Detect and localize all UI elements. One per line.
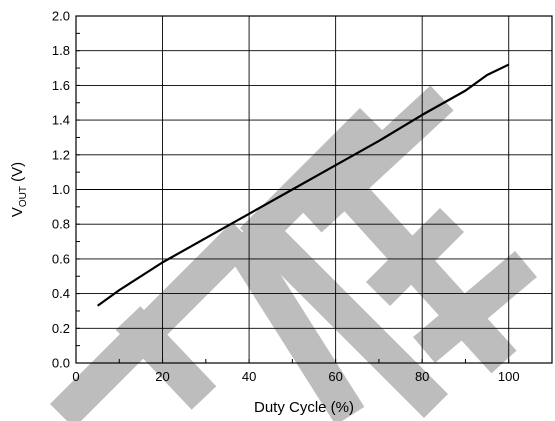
- y-tick-label-5: 1.0: [52, 182, 70, 197]
- plot-frame: [75, 15, 553, 364]
- y-tick-labels: 0.0 0.2 0.4 0.6 0.8 1.0 1.2 1.4 1.6 1.8 2.0: [52, 9, 70, 371]
- y-tick-label-9: 1.8: [52, 43, 70, 58]
- y-axis-label-sub: OUT: [18, 186, 29, 207]
- watermark-stroke-3: [239, 107, 385, 253]
- y-tick-label-10: 2.0: [52, 9, 70, 24]
- y-axis-label-suffix: (V): [9, 162, 26, 186]
- x-tick-label-3: 60: [328, 369, 342, 384]
- x-tick-label-5: 100: [498, 369, 520, 384]
- y-tick-label-2: 0.4: [52, 286, 70, 301]
- x-tick-label-1: 20: [155, 369, 169, 384]
- x-tick-label-4: 80: [415, 369, 429, 384]
- y-tick-label-8: 1.6: [52, 78, 70, 93]
- x-axis-label: Duty Cycle (%): [254, 399, 354, 416]
- watermark-stroke-1: [221, 226, 365, 421]
- y-tick-label-3: 0.6: [52, 251, 70, 266]
- y-tick-label-1: 0.2: [52, 321, 70, 336]
- x-tick-label-0: 0: [72, 369, 79, 384]
- series-layer: [96, 63, 510, 307]
- y-tick-label-7: 1.4: [52, 113, 70, 128]
- watermark-stroke-5: [249, 219, 449, 419]
- watermark-stroke-6: [298, 85, 454, 233]
- y-axis-label: VOUT (V): [9, 162, 29, 217]
- series-line-0: [96, 63, 510, 307]
- y-tick-label-6: 1.2: [52, 147, 70, 162]
- y-axis-label-main: V: [9, 207, 26, 217]
- x-tick-label-2: 40: [242, 369, 256, 384]
- grid: [75, 15, 553, 364]
- x-tick-labels: 0 20 40 60 80 100: [72, 369, 519, 384]
- y-tick-label-0: 0.0: [52, 356, 70, 371]
- y-tick-label-4: 0.8: [52, 217, 70, 232]
- watermark-stroke-7: [365, 207, 465, 307]
- watermark-stroke-2: [115, 306, 217, 410]
- watermark: [49, 85, 537, 421]
